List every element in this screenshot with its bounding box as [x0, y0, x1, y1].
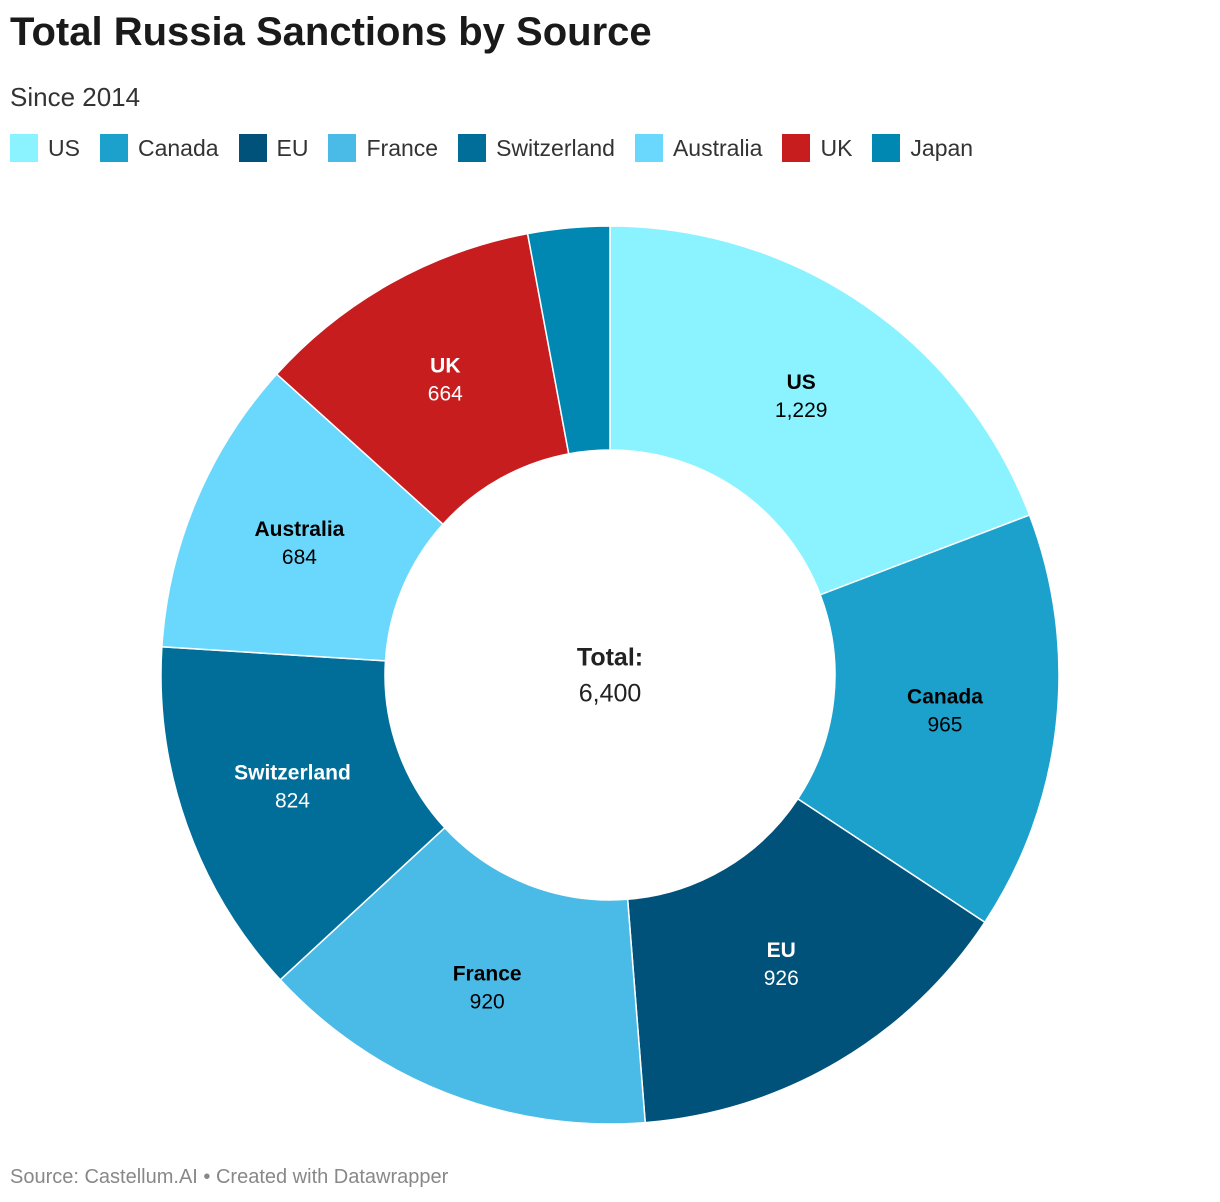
- legend-label: Japan: [910, 134, 974, 161]
- slice-value: 684: [282, 546, 317, 569]
- chart-title: Total Russia Sanctions by Source: [10, 10, 652, 54]
- legend-item: EU: [238, 134, 309, 162]
- legend-item: US: [10, 134, 80, 162]
- legend-label: UK: [820, 134, 853, 161]
- slice-value: 920: [470, 990, 505, 1013]
- wedge: [796, 514, 1060, 924]
- center-total: 6,400: [579, 680, 642, 708]
- slice-name: Australia: [254, 518, 344, 541]
- wedge: [160, 646, 446, 981]
- legend-item: Japan: [872, 134, 973, 162]
- legend-label: US: [48, 134, 80, 161]
- legend-swatch: [458, 134, 487, 162]
- slice-value: 965: [927, 713, 962, 736]
- legend-item: France: [328, 134, 438, 162]
- legend-swatch: [872, 134, 901, 162]
- slice-name: UK: [430, 355, 460, 378]
- chart: US 1,229 Canada 965 EU 926 France 920 Switzerlan…: [160, 225, 1060, 1125]
- wedge: [275, 232, 570, 526]
- legend-label: Canada: [137, 134, 219, 161]
- legend-label: France: [366, 134, 439, 161]
- wedge: [161, 373, 445, 662]
- wedge: [609, 225, 1031, 596]
- legend-item: Canada: [99, 134, 219, 162]
- slice-value: 1,229: [775, 399, 828, 422]
- slice-name: France: [453, 962, 522, 985]
- slice-value: 824: [275, 789, 310, 812]
- source: Source: Castellum.AI • Created with Data…: [10, 1166, 449, 1188]
- center-title: Total:: [577, 644, 643, 672]
- slice-name: US: [787, 371, 816, 394]
- legend-label: Switzerland: [496, 134, 615, 161]
- legend: US Canada EU France Switzerland Australia UK Ja…: [10, 134, 973, 162]
- legend-item: UK: [782, 134, 852, 162]
- legend-label: EU: [276, 134, 309, 161]
- legend-swatch: [238, 134, 267, 162]
- slice-value: 926: [764, 967, 799, 990]
- subtitle: Since 2014: [10, 82, 141, 112]
- wedge: [279, 826, 647, 1125]
- legend-item: Switzerland: [458, 134, 615, 162]
- legend-swatch: [782, 134, 811, 162]
- slice-value: 664: [428, 383, 463, 406]
- legend-swatch: [328, 134, 357, 162]
- legend-swatch: [99, 134, 128, 162]
- slice-name: Canada: [907, 685, 983, 708]
- slice-name: EU: [767, 939, 796, 962]
- slice-name: Switzerland: [234, 761, 351, 784]
- legend-swatch: [10, 134, 38, 162]
- legend-label: Australia: [672, 134, 763, 161]
- legend-swatch: [634, 134, 663, 162]
- wedge: [626, 797, 986, 1124]
- wedge: [526, 225, 611, 455]
- legend-item: Australia: [634, 134, 763, 162]
